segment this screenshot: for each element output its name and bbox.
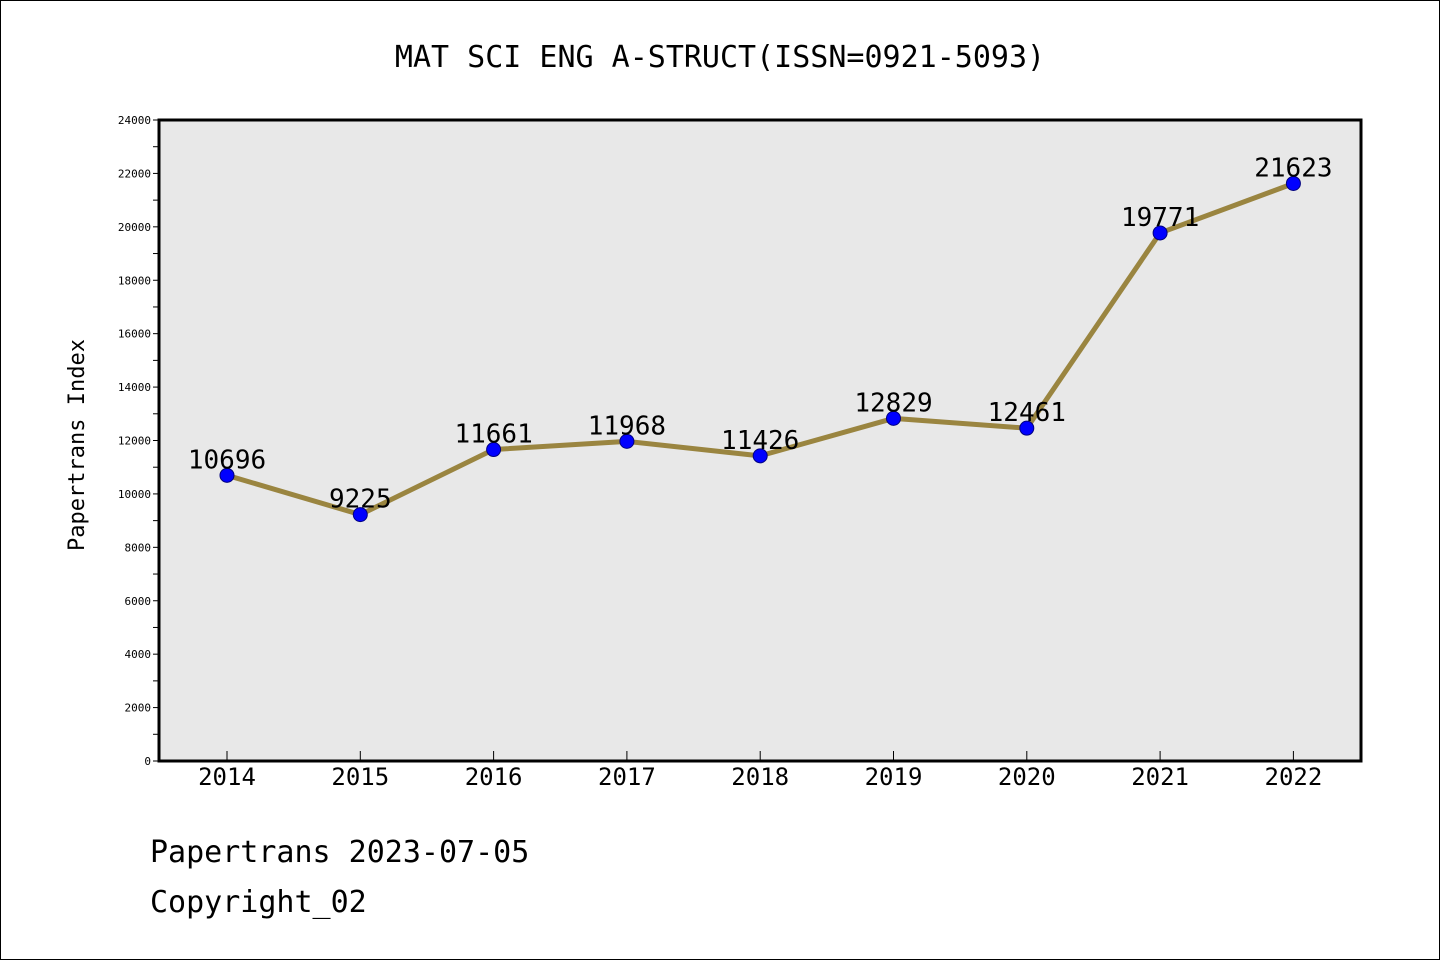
data-label: 10696 (188, 445, 266, 475)
data-label: 21623 (1254, 153, 1332, 183)
data-point (1019, 420, 1035, 436)
y-tick-label: 6000 (125, 595, 152, 608)
x-tick-label: 2015 (331, 763, 389, 791)
x-tick-label: 2019 (865, 763, 923, 791)
x-tick-label: 2021 (1131, 763, 1189, 791)
y-tick-label: 20000 (118, 221, 151, 234)
y-tick-label: 24000 (118, 114, 151, 127)
data-point (219, 467, 235, 483)
data-point (886, 410, 901, 426)
data-label: 12461 (988, 398, 1066, 428)
data-label: 9225 (329, 485, 392, 515)
y-tick-label: 2000 (125, 702, 152, 715)
data-points (219, 175, 1301, 523)
y-axis: 0 2000 4000 6000 8000 10000 12000 14000 16000 180… (118, 114, 159, 768)
data-labels: 10696 9225 11661 11968 11426 12829 12461 19771 2… (188, 153, 1333, 514)
x-axis: 2014 2015 2016 2017 2018 2019 2020 2021 2022 (198, 751, 1322, 791)
plot-border (157, 118, 1363, 763)
y-tick-label: 4000 (125, 648, 152, 661)
y-tick-label: 18000 (118, 274, 151, 287)
x-tick-label: 2020 (998, 763, 1056, 791)
footer-copyright: Copyright_02 (150, 885, 367, 920)
x-tick-label: 2014 (198, 763, 256, 791)
y-tick-label: 12000 (118, 435, 151, 448)
x-tick-label: 2016 (465, 763, 523, 791)
data-label: 11426 (721, 426, 799, 456)
y-tick-label: 22000 (118, 167, 151, 180)
y-axis-label: Papertrans Index (65, 339, 90, 551)
data-point (752, 448, 768, 464)
data-point (486, 442, 502, 458)
x-tick-label: 2017 (598, 763, 656, 791)
footer-date: Papertrans 2023-07-05 (150, 835, 530, 870)
data-point (1285, 175, 1301, 191)
chart-title: MAT SCI ENG A-STRUCT(ISSN=0921-5093) (395, 40, 1045, 75)
data-point (1152, 225, 1168, 241)
data-label: 19771 (1121, 203, 1199, 233)
y-tick-label: 10000 (118, 488, 151, 501)
y-tick-label: 16000 (118, 328, 151, 341)
x-tick-label: 2022 (1265, 763, 1323, 791)
y-tick-label: 0 (144, 755, 151, 768)
y-tick-label: 8000 (125, 541, 152, 554)
data-label: 11968 (588, 411, 666, 441)
y-tick-label: 14000 (118, 381, 151, 394)
data-label: 11661 (454, 420, 532, 450)
data-point (619, 433, 635, 449)
data-label: 12829 (854, 388, 932, 418)
data-point (352, 507, 368, 523)
x-tick-label: 2018 (731, 763, 789, 791)
